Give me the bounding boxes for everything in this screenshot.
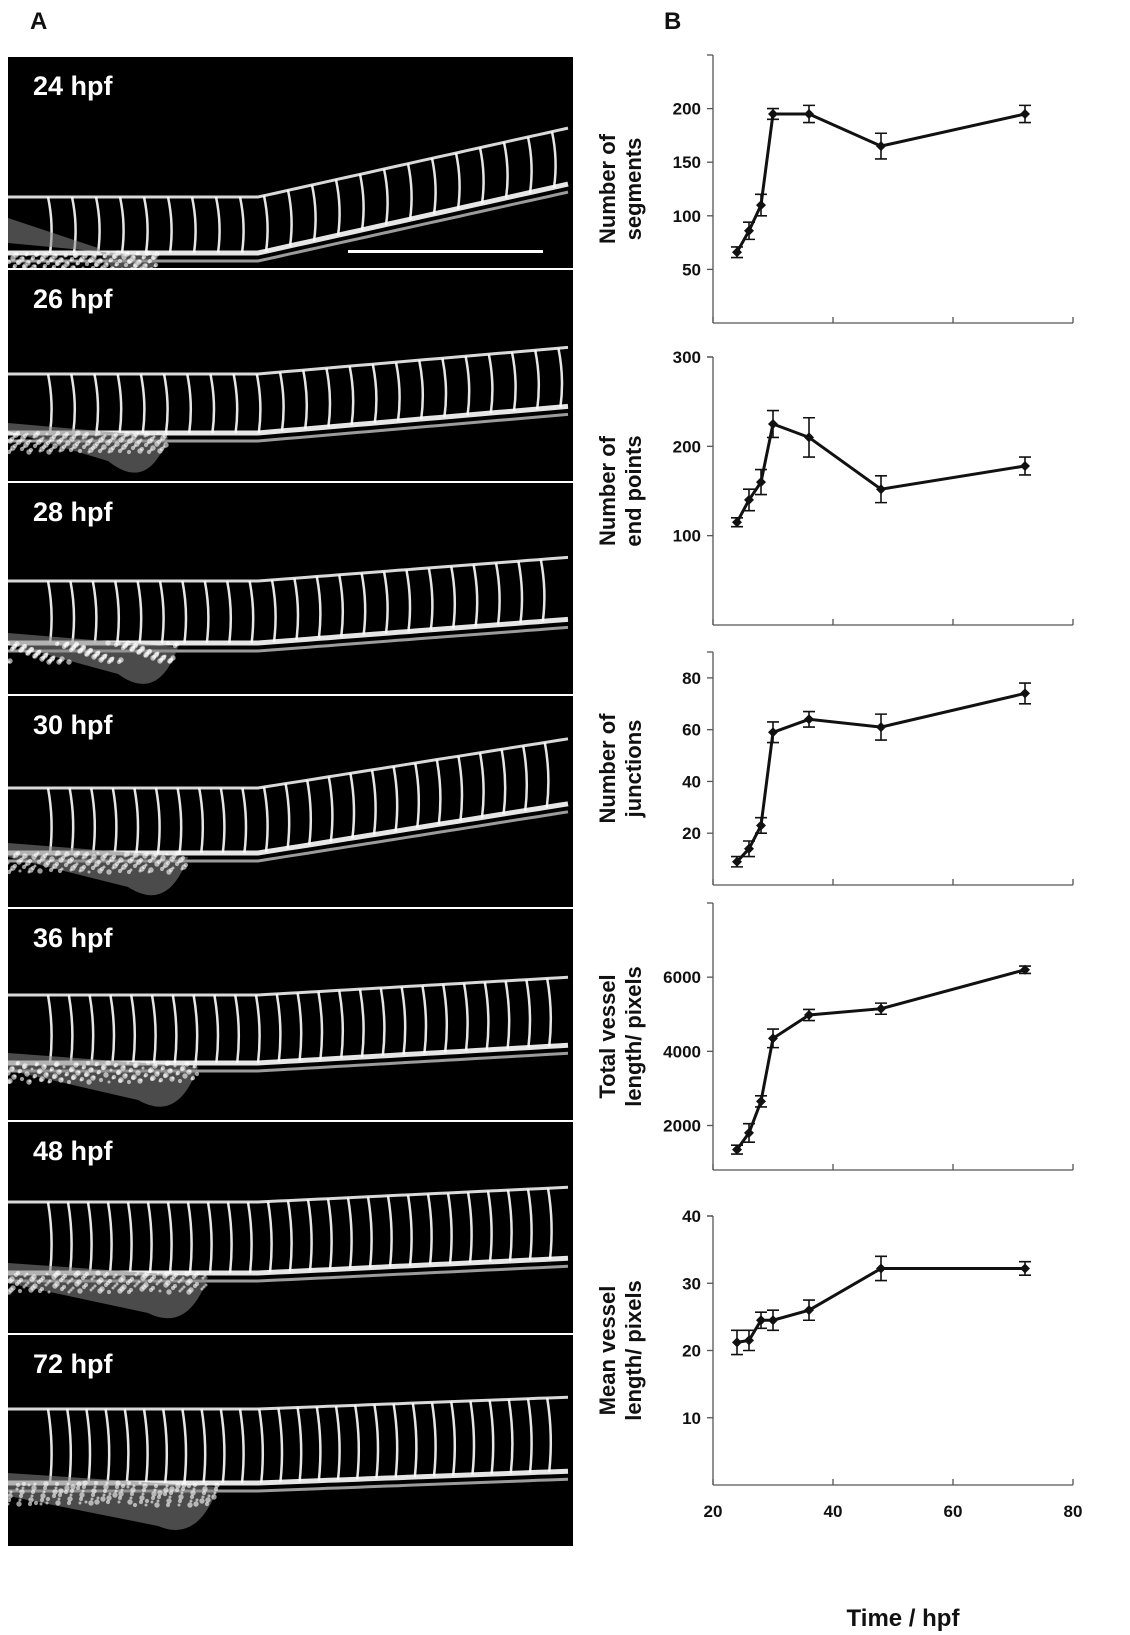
data-point [1020, 460, 1030, 471]
image-panel-column: 24 hpf 26 hpf 28 hpf 30 hpf 36 hpf 48 hpf 72 h… [8, 57, 573, 1548]
y-tick-label: 80 [682, 669, 701, 688]
data-point [732, 247, 742, 258]
vasculature-image-5: 48 hpf [8, 1122, 573, 1333]
data-point [804, 1009, 814, 1020]
chart-2: 20 40 60 80 Number ofjunctions [595, 651, 1074, 886]
y-tick-label: 60 [682, 721, 701, 740]
data-point [756, 820, 766, 831]
data-point [876, 484, 886, 495]
data-point [744, 1127, 754, 1138]
chart-3: 2000 4000 6000 Total vessellength/ pixels [595, 902, 1074, 1171]
stage-label: 30 hpf [33, 710, 113, 740]
data-point [744, 225, 754, 236]
y-tick-label: 100 [673, 527, 701, 546]
vasculature-image-1: 26 hpf [8, 270, 573, 481]
series-line [735, 968, 1026, 1151]
y-tick-label: 200 [673, 100, 701, 119]
x-tick-label: 40 [824, 1502, 843, 1521]
data-point [768, 1315, 778, 1326]
data-point [756, 1096, 766, 1107]
y-axis-label: Number ofsegments [595, 133, 646, 244]
y-tick-label: 40 [682, 1207, 701, 1226]
stage-label: 72 hpf [33, 1349, 113, 1379]
data-point [876, 722, 886, 733]
vessel-drawing [8, 975, 569, 1107]
x-tick-label: 60 [944, 1502, 963, 1521]
vasculature-image-4: 36 hpf [8, 909, 573, 1120]
x-tick-label: 20 [704, 1502, 723, 1521]
data-point [804, 1305, 814, 1316]
data-point [732, 1144, 742, 1155]
chart-1: 100 200 300 Number ofend points [595, 348, 1074, 626]
y-tick-label: 40 [682, 772, 701, 791]
data-point [768, 727, 778, 738]
chart-0: 50 100 150 200 Number ofsegments [595, 54, 1074, 324]
vessel-drawing [8, 1395, 569, 1530]
data-point [744, 1335, 754, 1346]
data-point [744, 494, 754, 505]
data-point [876, 141, 886, 152]
vessel-drawing [8, 1185, 569, 1319]
y-tick-label: 20 [682, 1342, 701, 1361]
y-axis-label: Mean vessellength/ pixels [595, 1280, 646, 1421]
y-tick-label: 20 [682, 824, 701, 843]
vessel-drawing [8, 345, 569, 473]
data-point [732, 856, 742, 867]
y-tick-label: 2000 [663, 1117, 701, 1136]
panel-letter-a: A [30, 8, 48, 35]
vasculature-image-0: 24 hpf [8, 57, 573, 268]
data-point [876, 1263, 886, 1274]
data-point [756, 1315, 766, 1326]
y-tick-label: 100 [673, 207, 701, 226]
x-tick-label: 80 [1064, 1502, 1083, 1521]
vasculature-image-3: 30 hpf [8, 696, 573, 907]
y-tick-label: 300 [673, 348, 701, 367]
chart-4: 10 20 30 40 Mean vessellength/ pixels [595, 1207, 1074, 1486]
y-axis-label: Number ofjunctions [595, 713, 646, 824]
data-point [804, 432, 814, 443]
data-point [768, 1033, 778, 1044]
y-tick-label: 150 [673, 153, 701, 172]
y-axis-label: Number ofend points [595, 435, 646, 546]
data-point [732, 1337, 742, 1348]
y-tick-label: 30 [682, 1274, 701, 1293]
panel-letter-b: B [664, 8, 682, 35]
stage-label: 36 hpf [33, 923, 113, 953]
series-line [735, 421, 1026, 524]
stage-label: 24 hpf [33, 71, 113, 101]
data-point [744, 843, 754, 854]
data-point [804, 108, 814, 119]
y-tick-label: 200 [673, 437, 701, 456]
y-tick-label: 6000 [663, 968, 701, 987]
stage-label: 26 hpf [33, 284, 113, 314]
data-point [768, 419, 778, 429]
stage-label: 48 hpf [33, 1136, 113, 1166]
y-tick-label: 4000 [663, 1042, 701, 1061]
data-point [1020, 1263, 1030, 1274]
data-point [756, 477, 766, 488]
x-axis-label: Time / hpf [847, 1605, 961, 1632]
data-point [876, 1003, 886, 1014]
vessel-drawing [8, 737, 569, 896]
vessel-drawing [8, 555, 569, 684]
vessel-drawing [8, 126, 569, 268]
y-tick-label: 10 [682, 1409, 701, 1428]
data-point [768, 108, 778, 119]
y-tick-label: 50 [682, 260, 701, 279]
data-point [804, 714, 814, 725]
data-point [732, 517, 742, 528]
vasculature-image-6: 72 hpf [8, 1335, 573, 1546]
data-point [1020, 688, 1030, 699]
stage-label: 28 hpf [33, 497, 113, 527]
data-point [1020, 964, 1030, 975]
y-axis-label: Total vessellength/ pixels [595, 966, 646, 1107]
vasculature-image-2: 28 hpf [8, 483, 573, 694]
data-point [756, 200, 766, 211]
data-point [1020, 108, 1030, 119]
